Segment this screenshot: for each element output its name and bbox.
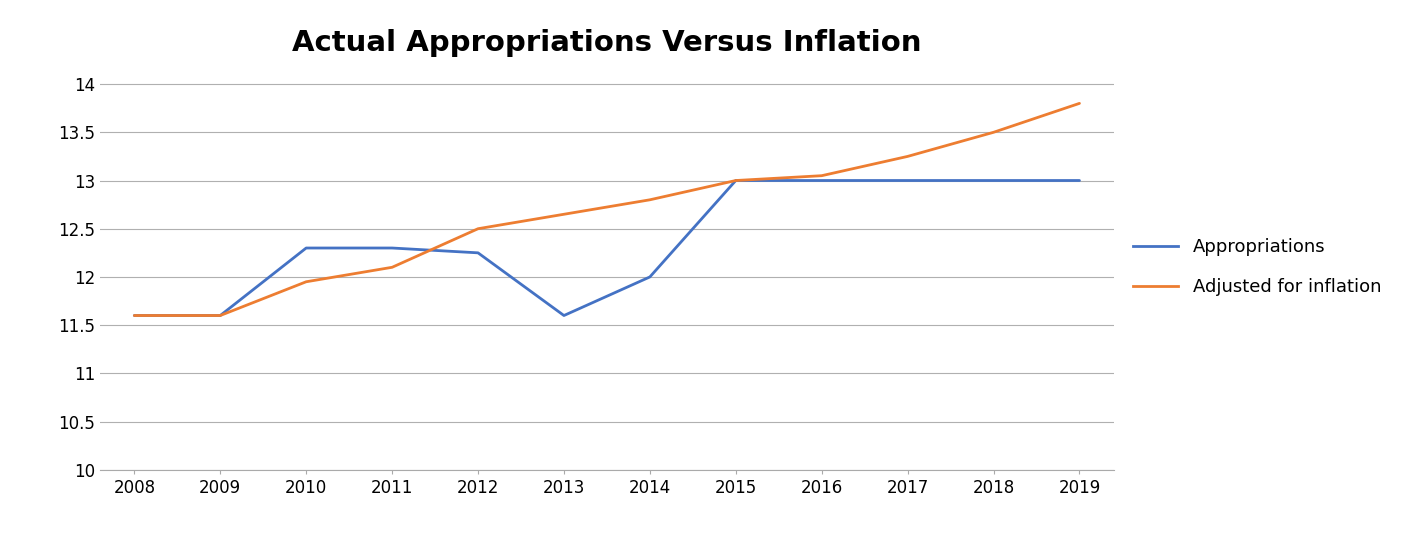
Adjusted for inflation bbox=[813, 172, 830, 179]
Appropriations bbox=[211, 312, 228, 319]
Adjusted for inflation bbox=[211, 312, 228, 319]
Adjusted for inflation bbox=[126, 312, 143, 319]
Adjusted for inflation bbox=[900, 153, 917, 160]
Appropriations bbox=[297, 245, 314, 251]
Adjusted for inflation bbox=[297, 279, 314, 285]
Appropriations bbox=[1071, 177, 1088, 184]
Appropriations bbox=[126, 312, 143, 319]
Appropriations bbox=[555, 312, 573, 319]
Appropriations bbox=[985, 177, 1002, 184]
Appropriations bbox=[900, 177, 917, 184]
Adjusted for inflation bbox=[555, 211, 573, 218]
Title: Actual Appropriations Versus Inflation: Actual Appropriations Versus Inflation bbox=[293, 29, 921, 57]
Adjusted for inflation bbox=[985, 129, 1002, 136]
Adjusted for inflation bbox=[384, 264, 401, 271]
Adjusted for inflation bbox=[641, 197, 658, 203]
Line: Adjusted for inflation: Adjusted for inflation bbox=[134, 103, 1080, 315]
Adjusted for inflation bbox=[1071, 100, 1088, 106]
Appropriations bbox=[384, 245, 401, 251]
Line: Appropriations: Appropriations bbox=[134, 180, 1080, 315]
Adjusted for inflation bbox=[470, 226, 487, 232]
Appropriations bbox=[470, 249, 487, 256]
Appropriations bbox=[813, 177, 830, 184]
Appropriations bbox=[641, 274, 658, 280]
Appropriations bbox=[727, 177, 744, 184]
Adjusted for inflation bbox=[727, 177, 744, 184]
Legend: Appropriations, Adjusted for inflation: Appropriations, Adjusted for inflation bbox=[1132, 239, 1381, 296]
